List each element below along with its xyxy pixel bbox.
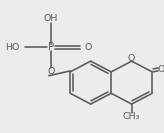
Text: O: O xyxy=(157,65,164,74)
Text: HO: HO xyxy=(5,43,20,52)
Text: O: O xyxy=(47,67,54,76)
Text: P: P xyxy=(48,42,54,53)
Text: O: O xyxy=(128,54,135,63)
Text: CH₃: CH₃ xyxy=(123,112,140,121)
Text: O: O xyxy=(84,43,92,52)
Text: OH: OH xyxy=(43,14,58,23)
